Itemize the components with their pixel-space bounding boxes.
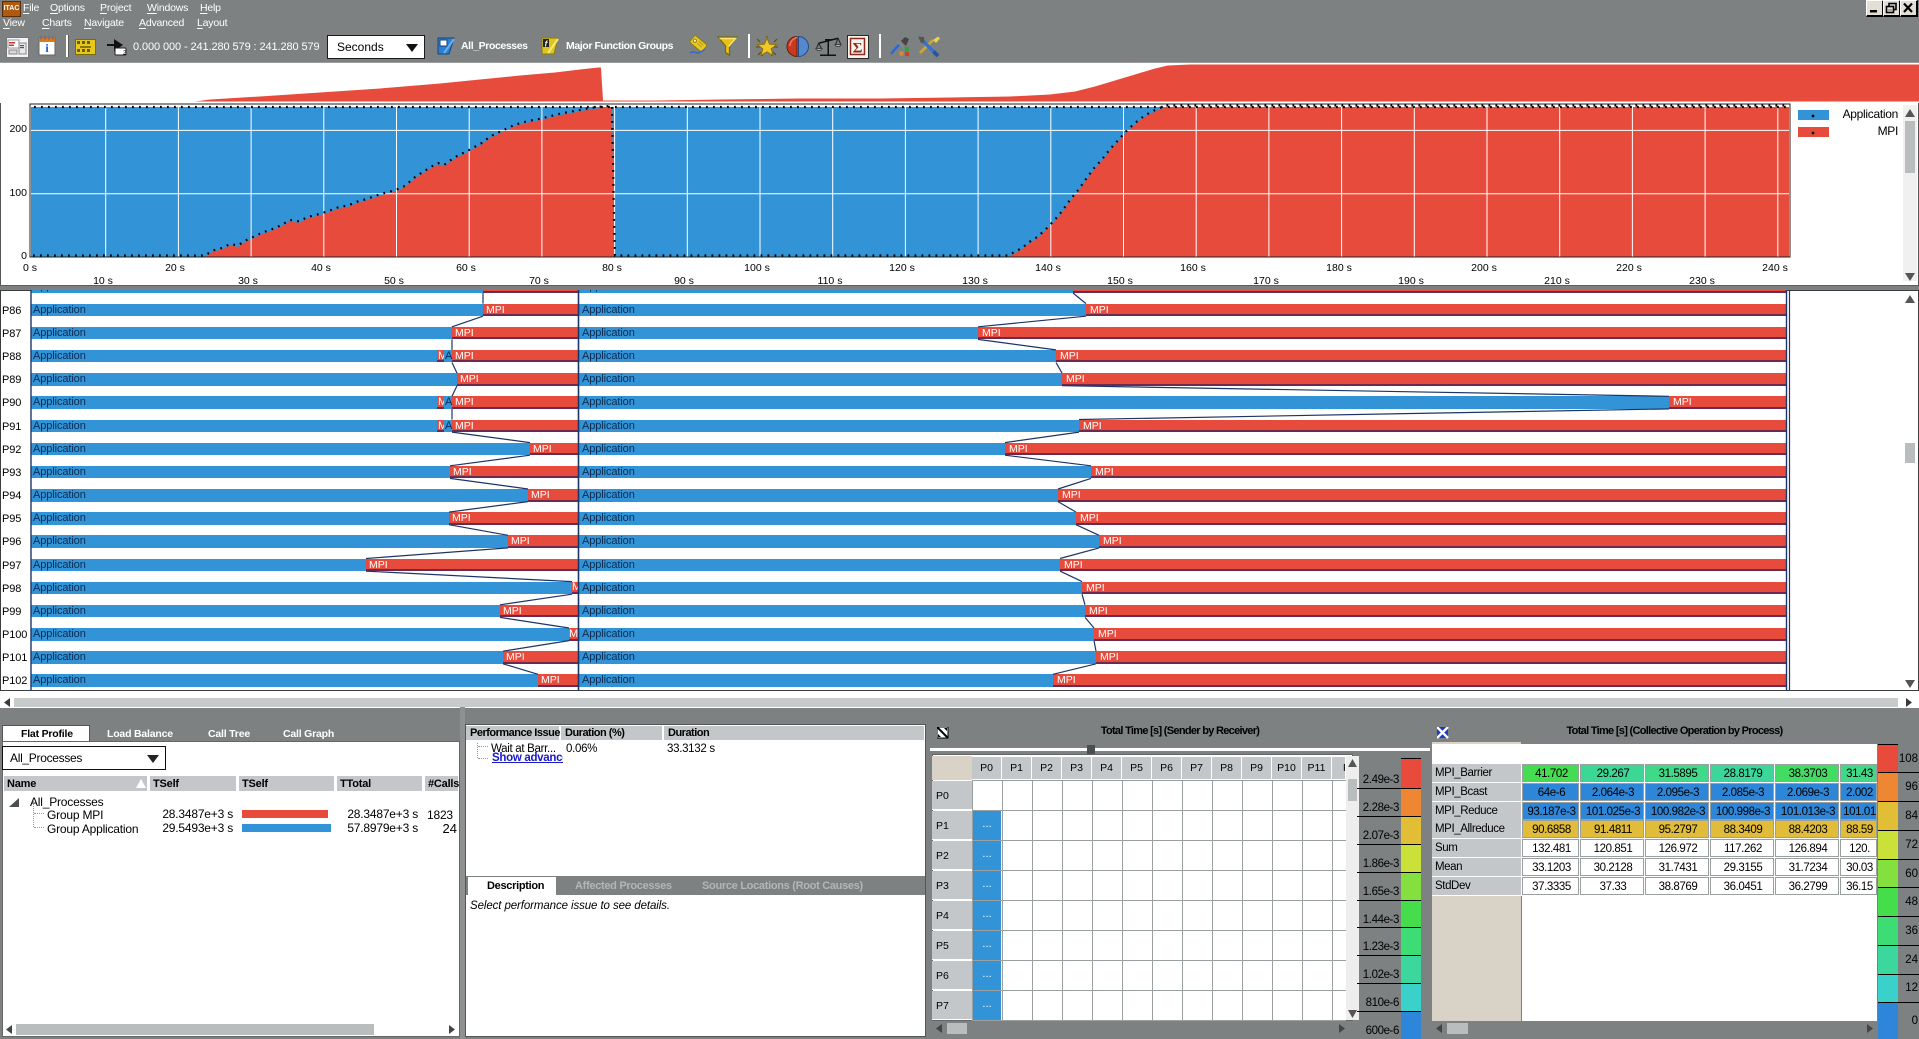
svg-text:i: i [45, 41, 49, 55]
svg-text:f: f [545, 40, 549, 49]
svg-text:Σ: Σ [853, 41, 863, 57]
svg-text:2: 2 [123, 51, 127, 57]
